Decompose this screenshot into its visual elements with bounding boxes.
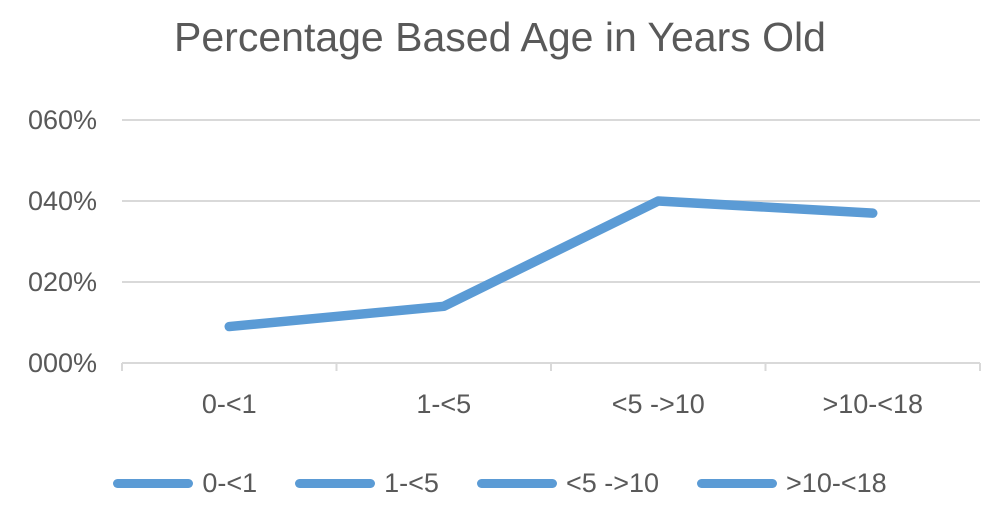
y-axis-tick-label: 020% [28, 267, 97, 297]
x-axis-tick-label: 1-<5 [416, 389, 471, 419]
x-axis-tick-label: <5 ->10 [612, 389, 705, 419]
legend-item: 0-<1 [113, 468, 257, 499]
legend-item: <5 ->10 [476, 467, 660, 499]
legend-line-marker-icon [295, 478, 376, 488]
legend: 0-<1 1-<5 <5 ->10 >10-<18 [0, 464, 1000, 502]
y-axis-tick-label: 040% [28, 186, 97, 216]
x-axis-tick-label: >10-<18 [822, 389, 923, 419]
series-line [224, 196, 878, 332]
legend-line-marker-icon [113, 478, 194, 488]
y-axis-tick-label: 000% [28, 348, 97, 378]
chart-title: Percentage Based Age in Years Old [174, 14, 826, 60]
legend-item-label: 0-<1 [202, 467, 258, 498]
legend-item-label: 1-<5 [384, 467, 439, 498]
legend-item-label: >10-<18 [786, 467, 887, 498]
x-axis-tick-label: 0-<1 [202, 389, 257, 419]
legend-item: >10-<18 [697, 468, 887, 499]
y-axis-tick-label: 060% [28, 105, 97, 135]
legend-line-marker-icon [476, 478, 557, 488]
legend-line-marker-icon [697, 478, 778, 488]
legend-item-label: <5 ->10 [565, 467, 660, 498]
legend-item: 1-<5 [295, 468, 439, 499]
